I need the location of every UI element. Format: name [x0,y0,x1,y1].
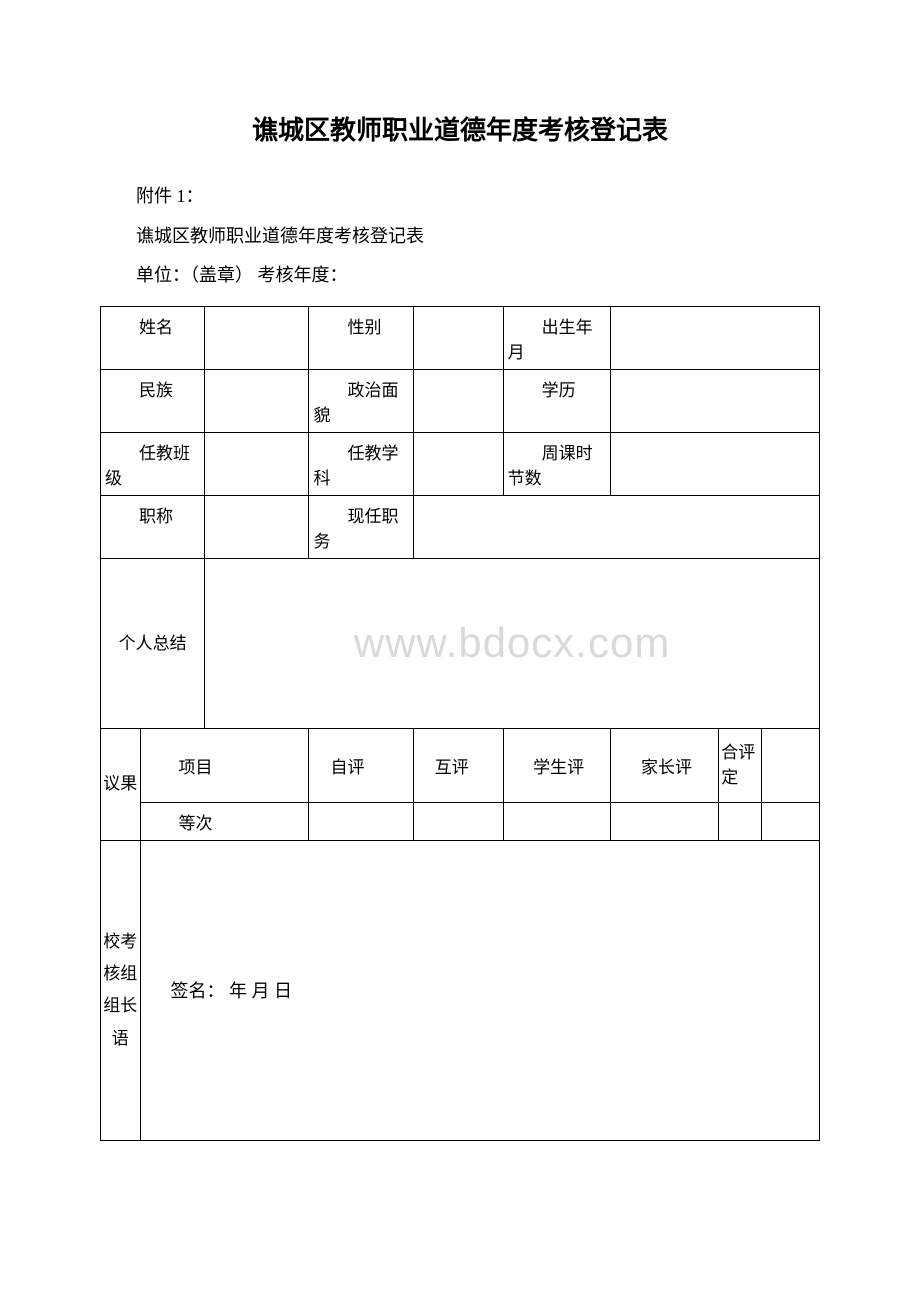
label-subject: 任教学科 [309,432,413,495]
table-row: 等次 [101,802,820,840]
value-name [205,306,309,369]
document-page: 谯城区教师职业道德年度考核登记表 附件 1： 谯城区教师职业道德年度考核登记表 … [0,0,920,1221]
value-position [413,495,819,558]
label-school-leader: 校考核组组长语 [101,840,141,1140]
table-row: 职称 现任职务 [101,495,820,558]
label-periods: 周课时节数 [503,432,611,495]
table-row: 校考核组组长语 签名： 年 月 日 [101,840,820,1140]
value-subject [413,432,503,495]
form-table: 姓名 性别 出生年月 民族 政治面貌 学历 任教班级 任教学科 [100,306,820,1141]
label-name: 姓名 [101,306,205,369]
label-school-leader-text: 校考核组组长语 [103,932,137,1048]
value-gender [413,306,503,369]
value-ethnic [205,369,309,432]
value-grade-peer [413,802,503,840]
label-education: 学历 [503,369,611,432]
value-political [413,369,503,432]
label-ethnic: 民族 [101,369,205,432]
table-row: 民族 政治面貌 学历 [101,369,820,432]
intro-block: 附件 1： 谯城区教师职业道德年度考核登记表 单位：（盖章） 考核年度： [100,177,820,296]
label-eval-result-text: 议果 [103,774,137,793]
value-title-rank [205,495,309,558]
form-table-wrap: 姓名 性别 出生年月 民族 政治面貌 学历 任教班级 任教学科 [100,306,820,1141]
table-row: 议果 项目 自评 互评 学生评 家长评 合评定 [101,728,820,802]
value-school-leader: 签名： 年 月 日 [140,840,819,1140]
subtitle-text: 谯城区教师职业道德年度考核登记表 [100,217,820,257]
label-summary-text: 个人总结 [119,634,187,653]
label-combined: 合评定 [719,728,762,802]
label-eval-result: 议果 [101,728,141,840]
table-row: 任教班级 任教学科 周课时节数 [101,432,820,495]
watermark-text: www.bdocx.com [354,619,670,667]
table-row: 个人总结 www.bdocx.com [101,558,820,728]
label-peer-eval: 互评 [413,728,503,802]
label-summary: 个人总结 [101,558,205,728]
sign-line-text: 签名： 年 月 日 [171,981,293,1001]
unit-line: 单位：（盖章） 考核年度： [100,256,820,296]
value-birth [611,306,820,369]
table-row: 姓名 性别 出生年月 [101,306,820,369]
label-project: 项目 [140,728,309,802]
label-position: 现任职务 [309,495,413,558]
value-grade-blank [762,802,820,840]
label-self-eval: 自评 [309,728,413,802]
label-political: 政治面貌 [309,369,413,432]
page-title: 谯城区教师职业道德年度考核登记表 [100,110,820,147]
value-class [205,432,309,495]
label-title-rank: 职称 [101,495,205,558]
value-grade-parent [611,802,719,840]
label-grade: 等次 [140,802,309,840]
value-summary: www.bdocx.com [205,558,820,728]
label-birth: 出生年月 [503,306,611,369]
value-grade-self [309,802,413,840]
value-periods [611,432,820,495]
label-student-eval: 学生评 [503,728,611,802]
label-gender: 性别 [309,306,413,369]
label-class: 任教班级 [101,432,205,495]
value-grade-combined [719,802,762,840]
value-education [611,369,820,432]
value-grade-student [503,802,611,840]
attachment-label: 附件 1： [100,177,820,217]
value-combined-blank [762,728,820,802]
label-parent-eval: 家长评 [611,728,719,802]
